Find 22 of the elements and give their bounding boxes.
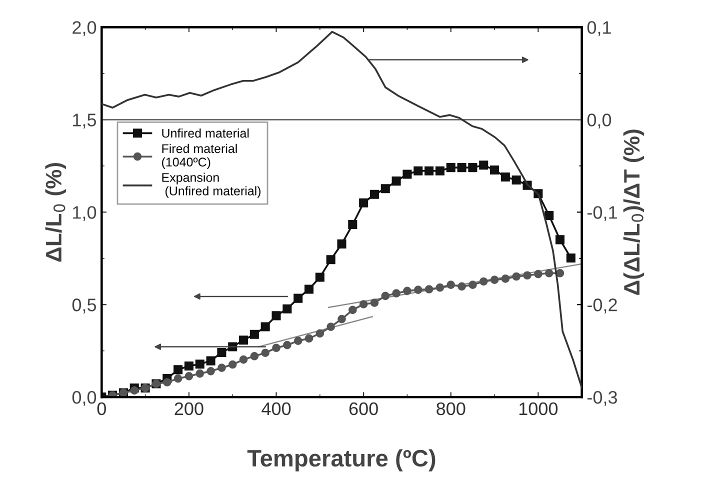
y2-tick-label: -0,2 [587,298,617,314]
legend-label: Expansion (Unfired material) [162,172,260,198]
x-tick-label: 0 [97,402,106,416]
x-tick-label: 1000 [519,402,558,416]
y2-axis-title: Δ(ΔL/L$_{0}$)/ΔT (%) [623,130,644,295]
x-axis-title: Temperature (ºC) [247,449,436,472]
y2-tick-label: 0,0 [587,114,612,129]
x-tick-label: 600 [349,402,378,416]
y-tick-label: 1,0 [73,206,96,221]
y-tick-label: 0,5 [72,298,96,314]
y2-tick-label: 0,1 [587,21,611,36]
x-tick-label: 800 [436,402,466,416]
legend-label: Fired material (1040ºC) [162,144,237,169]
y2-tick-label: -0,1 [587,206,617,221]
x-tick-label: 200 [174,402,204,416]
legend-label: Unfired material [162,128,249,138]
x-tick-label: 400 [262,402,291,416]
y-tick-label: 2,0 [72,21,96,36]
y2-tick-label: -0,3 [587,390,618,406]
y-tick-label: 1,5 [73,114,96,129]
y-tick-label: 0,0 [72,390,96,406]
y-axis-title: ΔL/L$_{0}$ (%) [45,162,66,262]
